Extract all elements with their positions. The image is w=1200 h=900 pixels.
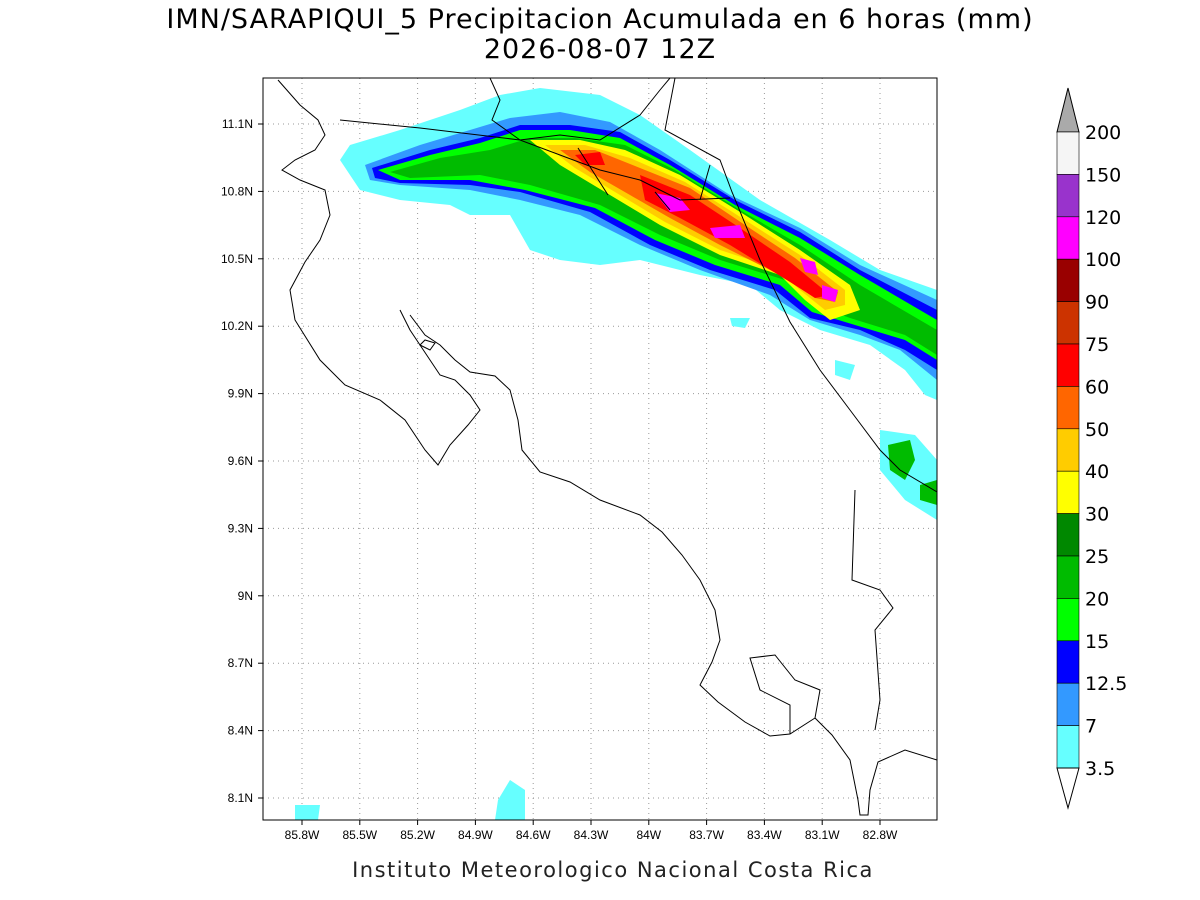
- colorbar-label: 3.5: [1085, 758, 1115, 780]
- colorbar-under: [1056, 767, 1080, 810]
- lon-label: 85.8W: [285, 828, 320, 842]
- colorbar-label: 60: [1085, 376, 1109, 398]
- colorbar-box: [1056, 343, 1080, 387]
- axis-labels: 11.1N 10.8N 10.5N 10.2N 9.9N 9.6N 9.3N 9N 8.7N 8.…: [221, 117, 898, 842]
- lat-label: 9N: [238, 589, 253, 603]
- lat-label: 8.1N: [228, 791, 253, 805]
- lat-label: 9.9N: [228, 387, 253, 401]
- lat-label: 9.6N: [228, 454, 253, 468]
- lat-label: 9.3N: [228, 521, 253, 535]
- colorbar-label: 12.5: [1085, 673, 1127, 695]
- colorbar-box: [1056, 174, 1080, 218]
- colorbar-label: 7: [1085, 716, 1097, 738]
- title-line: IMN/SARAPIQUI_5 Precipitacion Acumulada …: [166, 4, 1033, 35]
- colorbar-label: 15: [1085, 631, 1109, 653]
- colorbar-box: [1056, 258, 1080, 302]
- lon-label: 84W: [636, 828, 661, 842]
- lon-label: 85.5W: [342, 828, 377, 842]
- colorbar-label: 90: [1085, 292, 1109, 314]
- lon-label: 84.3W: [574, 828, 609, 842]
- lon-label: 84.9W: [458, 828, 493, 842]
- colorbar-label: 100: [1085, 249, 1121, 271]
- lat-label: 11.1N: [222, 117, 253, 131]
- colorbar-label: 120: [1085, 207, 1121, 229]
- lat-label: 10.8N: [221, 184, 253, 198]
- colorbar-box: [1056, 725, 1080, 769]
- colorbar: 200 150 120 100 90 75 60 50 40 30 25 20 15 12.5 7 3.5: [1056, 87, 1127, 810]
- colorbar-label: 40: [1085, 461, 1109, 483]
- colorbar-label: 200: [1085, 122, 1121, 144]
- colorbar-box: [1056, 598, 1080, 642]
- colorbar-box: [1056, 640, 1080, 684]
- colorbar-label: 50: [1085, 419, 1109, 441]
- colorbar-box: [1056, 555, 1080, 599]
- coastlines: [277, 78, 937, 816]
- subtitle-line: 2026-08-07 12Z: [484, 34, 716, 65]
- lat-label: 8.4N: [228, 724, 253, 738]
- precipitation: [295, 88, 937, 820]
- map-frame: [262, 77, 938, 821]
- colorbar-label: 30: [1085, 504, 1109, 526]
- footer: Instituto Meteorologico Nacional Costa R…: [352, 858, 874, 882]
- colorbar-box: [1056, 513, 1080, 557]
- lat-label: 10.5N: [221, 252, 253, 266]
- lon-label: 83.7W: [689, 828, 724, 842]
- lat-label: 10.2N: [221, 319, 253, 333]
- lat-label: 8.7N: [228, 656, 253, 670]
- colorbar-box: [1056, 682, 1080, 726]
- colorbar-label: 25: [1085, 546, 1109, 568]
- colorbar-box: [1056, 428, 1080, 472]
- colorbar-box: [1056, 470, 1080, 514]
- lon-label: 85.2W: [400, 828, 435, 842]
- colorbar-over: [1056, 87, 1080, 133]
- lon-label: 83.1W: [805, 828, 840, 842]
- colorbar-label: 75: [1085, 334, 1109, 356]
- lon-label: 82.8W: [863, 828, 898, 842]
- colorbar-label: 150: [1085, 164, 1121, 186]
- lon-label: 83.4W: [747, 828, 782, 842]
- colorbar-box: [1056, 216, 1080, 260]
- colorbar-box: [1056, 386, 1080, 430]
- lon-label: 84.6W: [516, 828, 551, 842]
- colorbar-label: 20: [1085, 588, 1109, 610]
- colorbar-box: [1056, 301, 1080, 345]
- colorbar-box: [1056, 131, 1080, 175]
